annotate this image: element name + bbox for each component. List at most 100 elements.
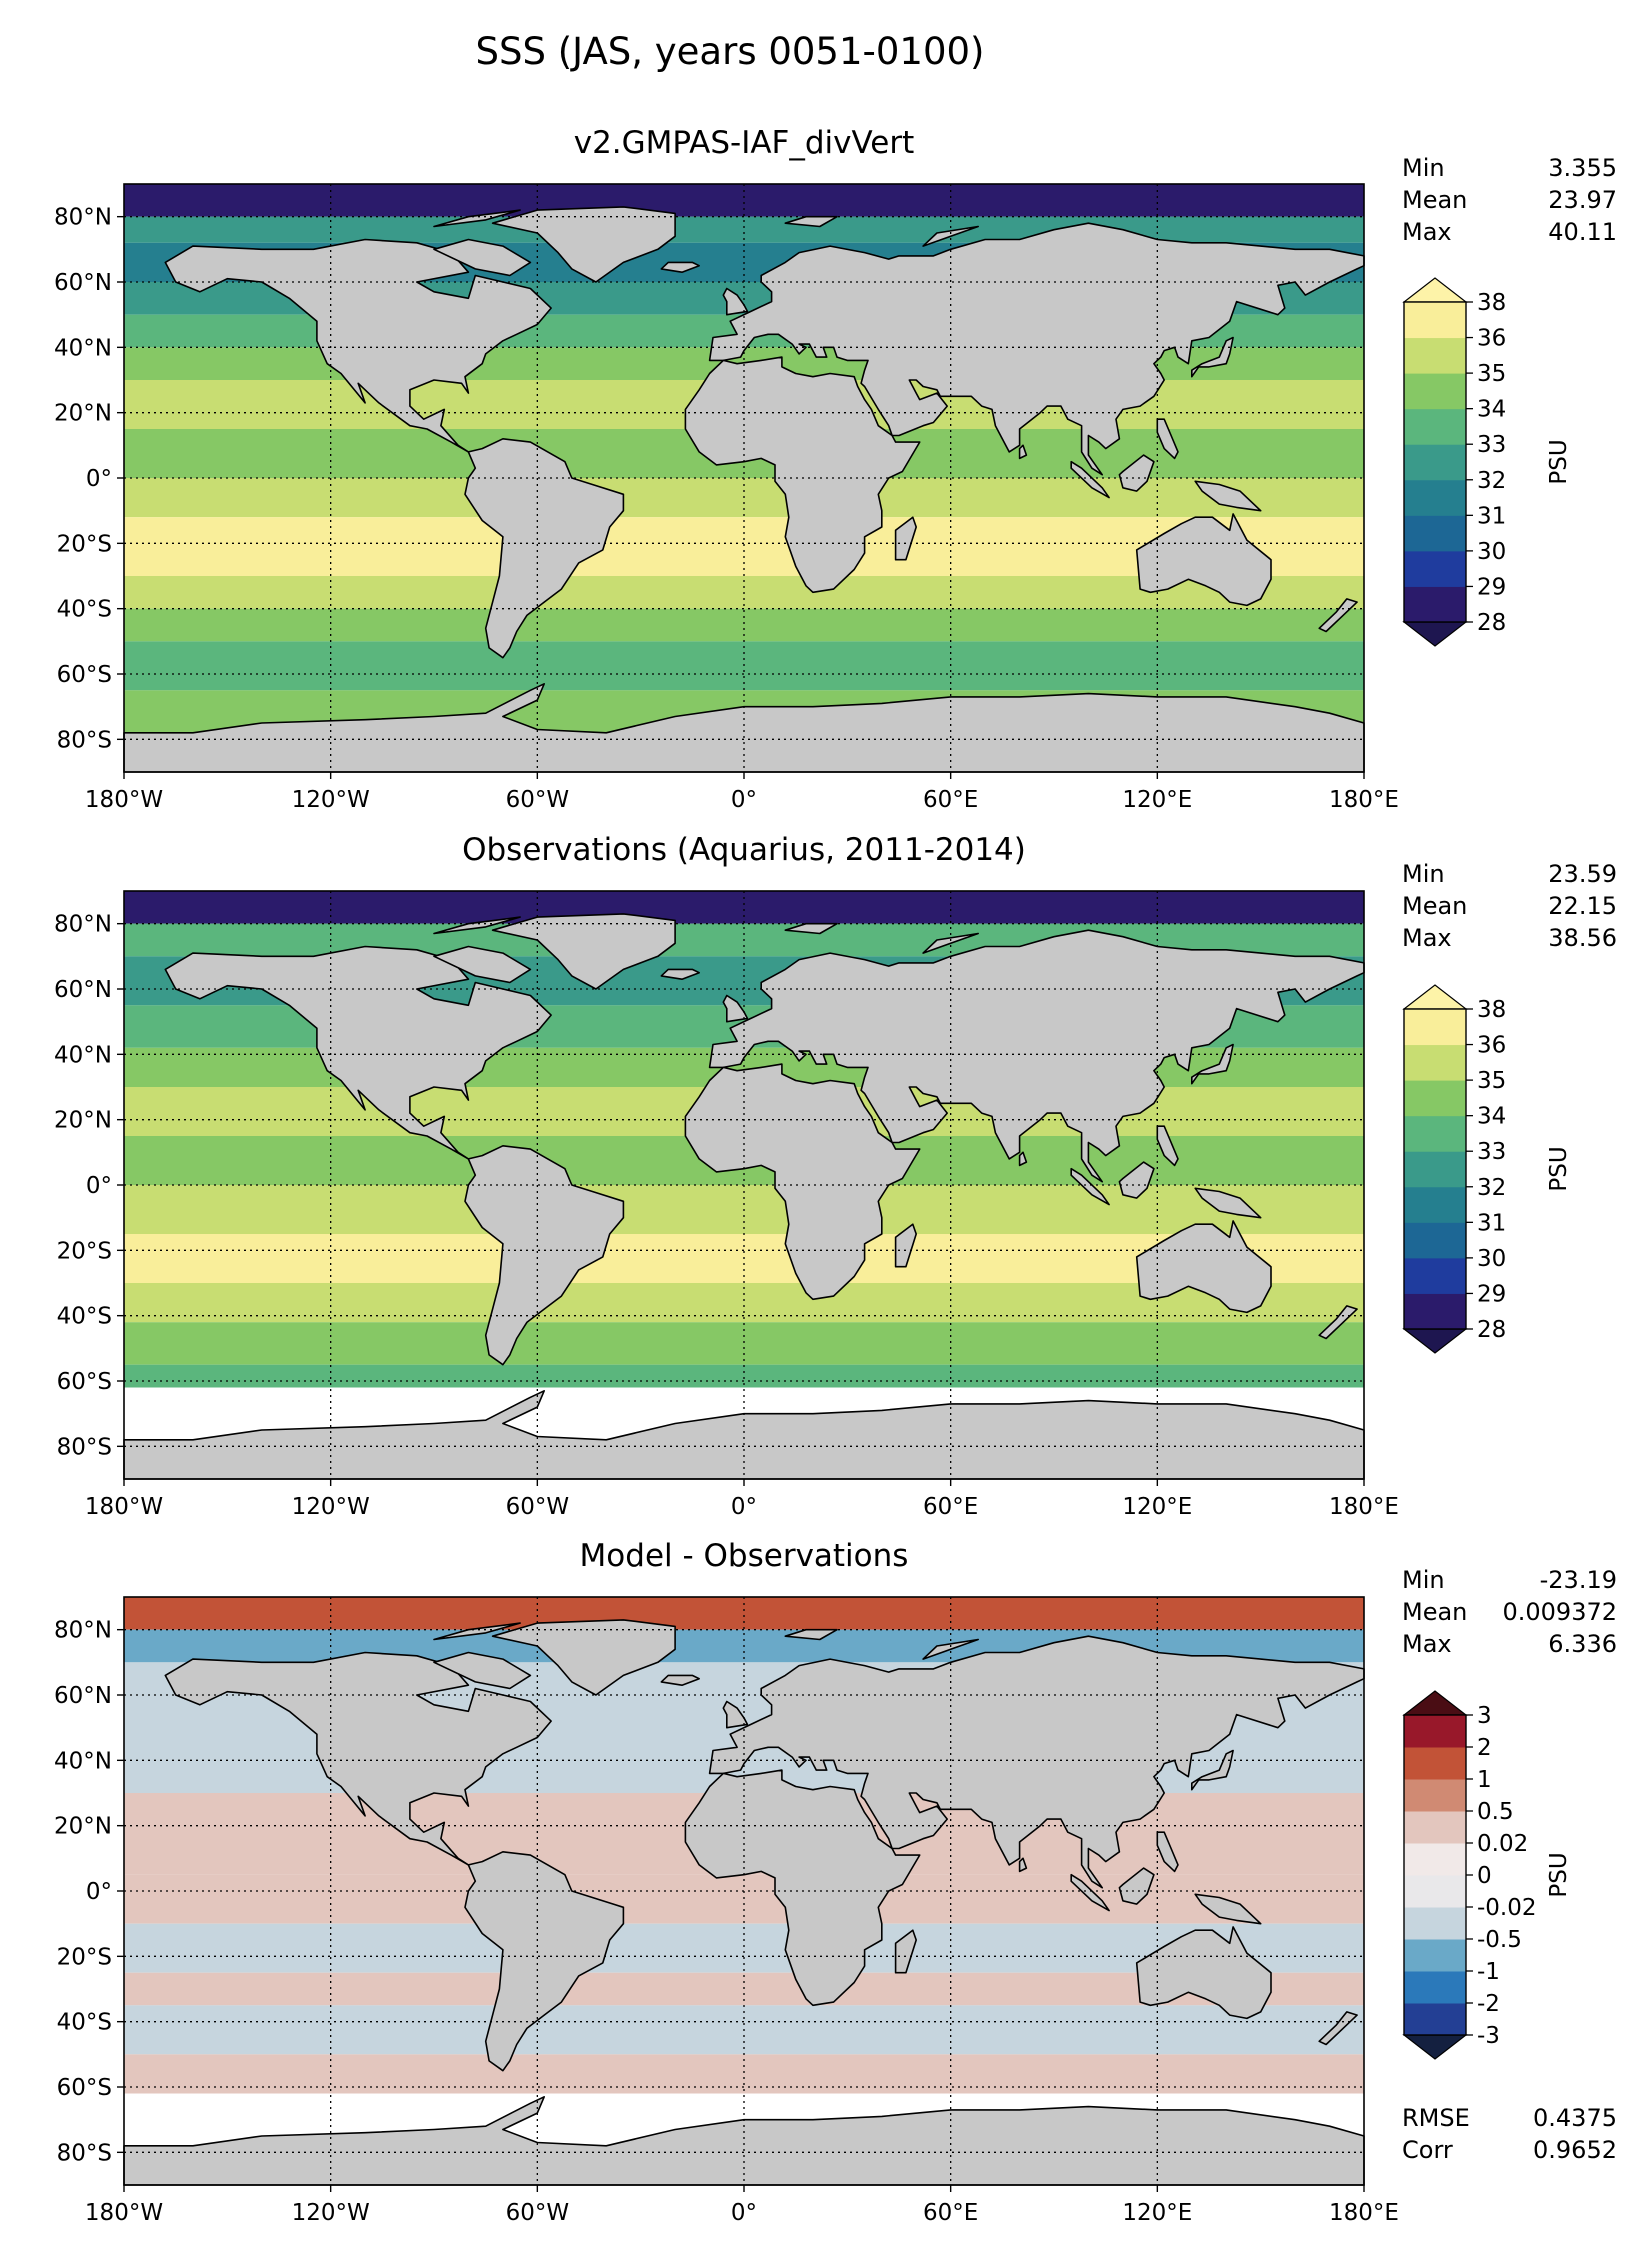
colorbar-tick-label: 36: [1477, 326, 1506, 352]
colorbar-tick-label: 2: [1477, 1735, 1492, 1761]
land-japan: [1191, 1749, 1234, 1791]
colorbar-tick-label: 3: [1477, 1703, 1492, 1729]
colorbar-segment: [1404, 1715, 1466, 1748]
colorbar-segment: [1404, 1257, 1466, 1294]
land-baffin: [433, 945, 532, 984]
land-greenland: [491, 1619, 676, 1696]
colorbar-tick-label: 34: [1477, 397, 1506, 423]
colorbar-segment: [1404, 302, 1466, 339]
colorbar-segment: [1404, 586, 1466, 623]
lat-tick-label: 40°S: [57, 1304, 112, 1330]
lat-tick-label: 60°S: [57, 662, 112, 688]
colorbar: 28 29 30 31 32 33 34 35 36 38 PSU: [1402, 277, 1572, 647]
colorbar-over-triangle: [1402, 984, 1468, 1010]
stat-value: 38.56: [1548, 924, 1617, 952]
lat-tick-label: 60°N: [54, 1683, 112, 1709]
land-ellesmere: [433, 209, 521, 228]
colorbar-frame: [1403, 1008, 1467, 1330]
colorbar-segment: [1404, 408, 1466, 445]
lat-tick-label: 60°N: [54, 977, 112, 1003]
colorbar-tick-label: 31: [1477, 503, 1506, 529]
colorbar-tick-label: 34: [1477, 1104, 1506, 1130]
land-svalbard: [784, 1628, 838, 1641]
colorbar-tick-label: -3: [1477, 2023, 1500, 2049]
colorbar-tick-label: 0: [1477, 1863, 1492, 1889]
lat-tick-label: 0°: [86, 466, 112, 492]
colorbar-segment: [1404, 2003, 1466, 2036]
land-australia: [1135, 1926, 1272, 2020]
colorbar-segment: [1404, 1293, 1466, 1330]
land-baffin: [433, 238, 532, 277]
land-madagascar: [894, 1223, 918, 1268]
lat-tick-label: 20°S: [57, 1238, 112, 1264]
land-novaya-zemlya: [922, 1638, 980, 1660]
stat-label: Max: [1402, 924, 1452, 952]
colorbar-tick-label: 31: [1477, 1210, 1506, 1236]
colorbar-tick-label: 0.02: [1477, 1831, 1528, 1857]
lat-tick-label: 20°S: [57, 531, 112, 557]
land-madagascar: [894, 516, 918, 561]
land-eurasia: [708, 929, 1365, 1183]
stat-value: 0.4375: [1533, 2104, 1617, 2132]
land-baffin: [433, 1651, 532, 1690]
land-ellesmere: [433, 1622, 521, 1641]
lon-tick-label: 180°W: [85, 787, 163, 813]
stat-label: Min: [1402, 860, 1445, 888]
land-north-america: [164, 1651, 552, 1866]
colorbar-under-triangle: [1402, 2034, 1468, 2060]
land-new-zealand: [1318, 598, 1358, 633]
colorbar-tick-label: -0.5: [1477, 1927, 1522, 1953]
colorbar-tick-label: 1: [1477, 1767, 1492, 1793]
lat-tick-label: 80°S: [57, 1434, 112, 1460]
panel-1-stats: Min 3.355 Mean 23.97 Max 40.11: [1402, 152, 1617, 248]
colorbar-segment: [1404, 444, 1466, 481]
land-japan: [1191, 1043, 1234, 1085]
land-new-guinea: [1194, 480, 1262, 512]
land-philippines: [1156, 418, 1179, 460]
land-africa: [684, 1769, 921, 2007]
colorbar-tick-label: 30: [1477, 1246, 1506, 1272]
stat-value: 22.15: [1548, 892, 1617, 920]
land-svalbard: [784, 215, 838, 228]
stat-label: Min: [1402, 154, 1445, 182]
salinity-band: [124, 1322, 1364, 1365]
stat-label: Mean: [1402, 1598, 1468, 1626]
land-japan: [1191, 336, 1234, 378]
colorbar-under-triangle: [1402, 621, 1468, 647]
land-borneo: [1118, 1161, 1155, 1199]
lat-tick-label: 20°S: [57, 1944, 112, 1970]
colorbar-segment: [1404, 550, 1466, 587]
lon-tick-label: 120°E: [1122, 2200, 1192, 2226]
land-greenland: [491, 206, 676, 283]
colorbar-tick-label: 33: [1477, 1139, 1506, 1165]
colorbar-label: PSU: [1546, 1852, 1572, 1897]
colorbar: -3 -2 -1 -0.5 -0.02 0 0.02 0.5 1 2 3 PSU: [1402, 1690, 1572, 2060]
panel-2-title: Observations (Aquarius, 2011-2014): [462, 832, 1026, 868]
colorbar-frame: [1403, 301, 1467, 623]
stat-label: Min: [1402, 1566, 1445, 1594]
land-iceland: [660, 968, 701, 981]
lat-tick-label: 20°N: [54, 1814, 112, 1840]
lon-tick-label: 180°E: [1329, 787, 1399, 813]
colorbar-segment: [1404, 1115, 1466, 1152]
colorbar-tick-label: 30: [1477, 539, 1506, 565]
colorbar-tick-label: 28: [1477, 1317, 1506, 1343]
stat-label: RMSE: [1402, 2104, 1470, 2132]
land-eurasia: [708, 1635, 1365, 1889]
land-madagascar: [894, 1929, 918, 1974]
land-new-zealand: [1318, 2011, 1358, 2046]
lon-tick-label: 180°W: [85, 2200, 163, 2226]
land-north-america: [164, 238, 552, 453]
salinity-band: [124, 1364, 1364, 1388]
stat-label: Mean: [1402, 186, 1468, 214]
colorbar-tick-label: 29: [1477, 574, 1506, 600]
land-south-america: [464, 1851, 625, 2072]
land-south-america: [464, 1145, 625, 1366]
land-iceland: [660, 1674, 701, 1686]
panel-3-title: Model - Observations: [579, 1538, 909, 1574]
land-novaya-zemlya: [922, 932, 980, 954]
colorbar-segment: [1404, 515, 1466, 552]
land-iceland: [660, 261, 701, 274]
land-borneo: [1118, 454, 1155, 492]
land-north-america: [164, 945, 552, 1160]
